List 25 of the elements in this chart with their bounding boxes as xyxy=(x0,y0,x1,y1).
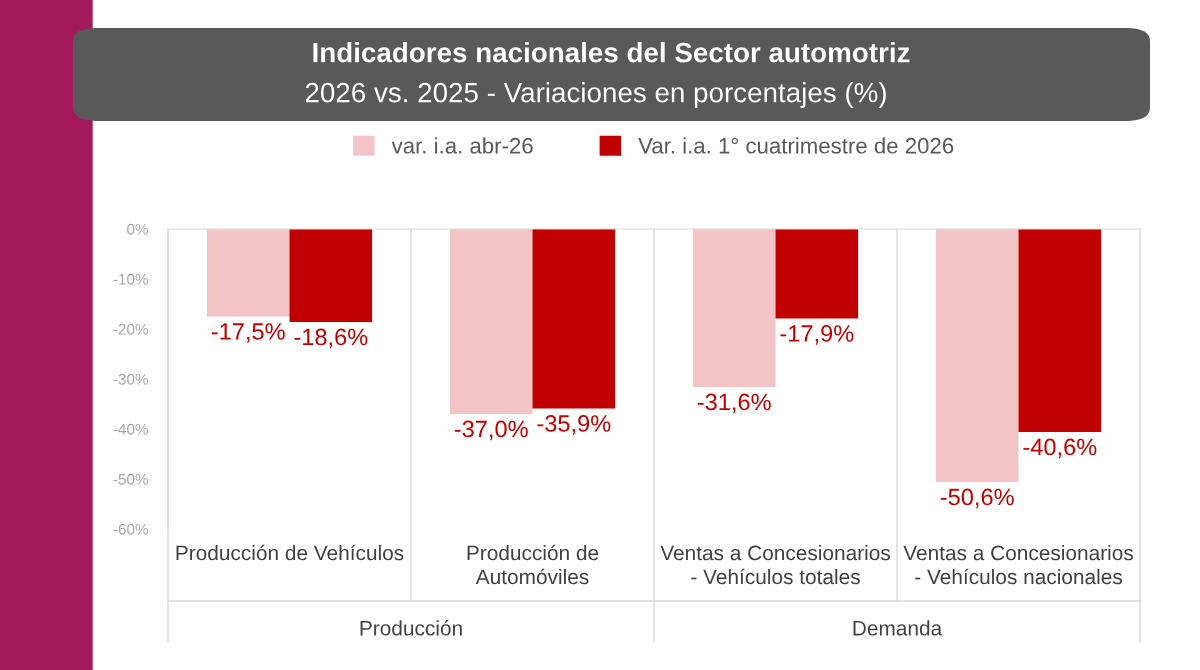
y-tick-label: -10% xyxy=(113,273,149,285)
y-tick-label: -60% xyxy=(113,523,149,535)
legend-label: Var. i.a. 1° cuatrimestre de 2026 xyxy=(638,137,954,154)
x-tick-label: Producción de Vehículos xyxy=(176,544,404,561)
chart-title: Indicadores nacionales del Sector automotriz xyxy=(313,42,910,63)
legend-label: var. i.a. abr-26 xyxy=(391,137,533,154)
text: Producción xyxy=(360,620,462,636)
x-tick-label: Ventas a Concesionarios - Vehículos nacionales xyxy=(903,545,1133,585)
y-tick-label: 0% xyxy=(127,223,149,235)
y-tick-label: -20% xyxy=(113,323,149,335)
x-tick-label: Ventas a Concesionarios - Vehículos totales xyxy=(660,545,890,585)
text: Demanda xyxy=(853,620,943,636)
chart-subtitle: 2026 vs. 2025 - Variaciones en porcentajes (%) xyxy=(305,82,886,108)
data-label: -18,6% xyxy=(294,328,368,349)
data-label: -17,5% xyxy=(211,323,285,343)
data-label: -17,9% xyxy=(780,325,854,345)
y-tick-label: -40% xyxy=(113,423,149,435)
y-tick-label: -50% xyxy=(113,473,149,485)
data-label: -40,6% xyxy=(1023,438,1097,459)
data-label: -31,6% xyxy=(697,393,771,414)
x-tick-label: Producción de Automóviles xyxy=(467,544,599,585)
data-label: -37,0% xyxy=(454,420,528,441)
data-label: -50,6% xyxy=(940,488,1014,509)
data-label: -35,9% xyxy=(537,415,611,435)
y-tick-label: -30% xyxy=(113,373,149,385)
